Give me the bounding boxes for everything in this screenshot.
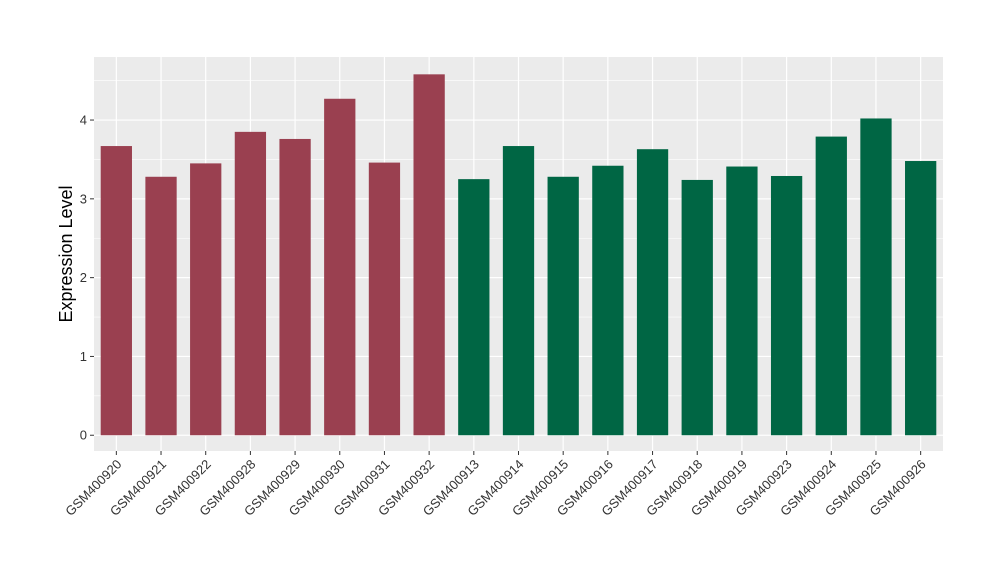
bar-GSM400921 bbox=[145, 176, 177, 436]
x-axis: GSM400920GSM400921GSM400922GSM400928GSM4… bbox=[62, 451, 929, 519]
bar-GSM400924 bbox=[815, 136, 847, 436]
bar-GSM400914 bbox=[502, 146, 535, 436]
bar-GSM400915 bbox=[547, 176, 579, 436]
bar-GSM400929 bbox=[279, 138, 311, 436]
bar-GSM400919 bbox=[726, 166, 758, 436]
bar-GSM400925 bbox=[860, 118, 892, 436]
bar-GSM400920 bbox=[100, 146, 132, 436]
bar-GSM400928 bbox=[234, 131, 267, 436]
y-axis-title: Expression Level bbox=[56, 185, 76, 322]
y-tick-label: 4 bbox=[80, 113, 87, 128]
bar-GSM400918 bbox=[681, 179, 713, 436]
bar-GSM400931 bbox=[368, 162, 401, 436]
y-tick-label: 3 bbox=[80, 191, 87, 206]
bar-GSM400932 bbox=[413, 74, 445, 436]
y-tick-label: 0 bbox=[80, 428, 87, 443]
y-tick-label: 1 bbox=[80, 349, 87, 364]
bar-GSM400930 bbox=[324, 98, 356, 436]
y-tick-label: 2 bbox=[80, 270, 87, 285]
bar-GSM400916 bbox=[592, 165, 624, 436]
y-axis: 0 1 2 3 4 bbox=[80, 113, 94, 443]
bar-GSM400926 bbox=[905, 161, 937, 436]
bar-GSM400917 bbox=[636, 149, 669, 436]
bars bbox=[100, 74, 937, 436]
bar-GSM400913 bbox=[458, 179, 490, 436]
bar-GSM400922 bbox=[190, 163, 222, 436]
bar-GSM400923 bbox=[770, 175, 803, 436]
